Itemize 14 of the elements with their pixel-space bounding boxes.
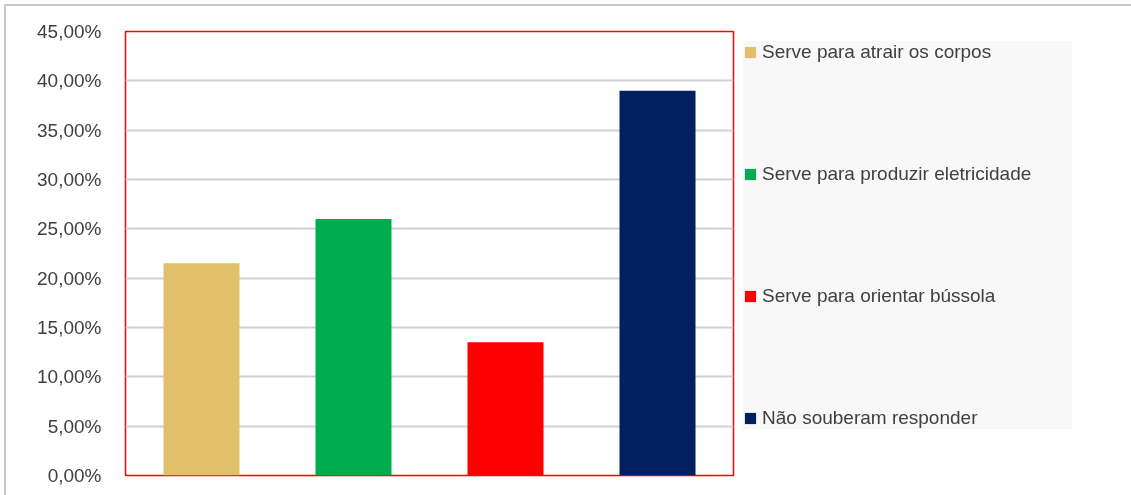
y-tick-label: 0,00%	[47, 465, 102, 486]
legend-label: Não souberam responder	[762, 407, 979, 429]
y-tick-label: 40,00%	[37, 70, 102, 92]
legend-label: Serve para orientar bússola	[762, 285, 997, 307]
y-tick-label: 15,00%	[37, 317, 102, 338]
y-tick-label: 10,00%	[37, 366, 102, 388]
y-tick-label: 45,00%	[37, 21, 102, 42]
y-tick-label: 30,00%	[37, 169, 102, 190]
y-tick-label: 5,00%	[47, 415, 102, 437]
y-tick-label: 20,00%	[37, 267, 102, 289]
legend-label: Serve para atrair os corpos	[762, 41, 993, 63]
y-tick-label: 25,00%	[37, 218, 102, 240]
legend-label: Serve para produzir eletricidade	[762, 163, 1033, 185]
y-tick-label: 35,00%	[37, 119, 102, 141]
